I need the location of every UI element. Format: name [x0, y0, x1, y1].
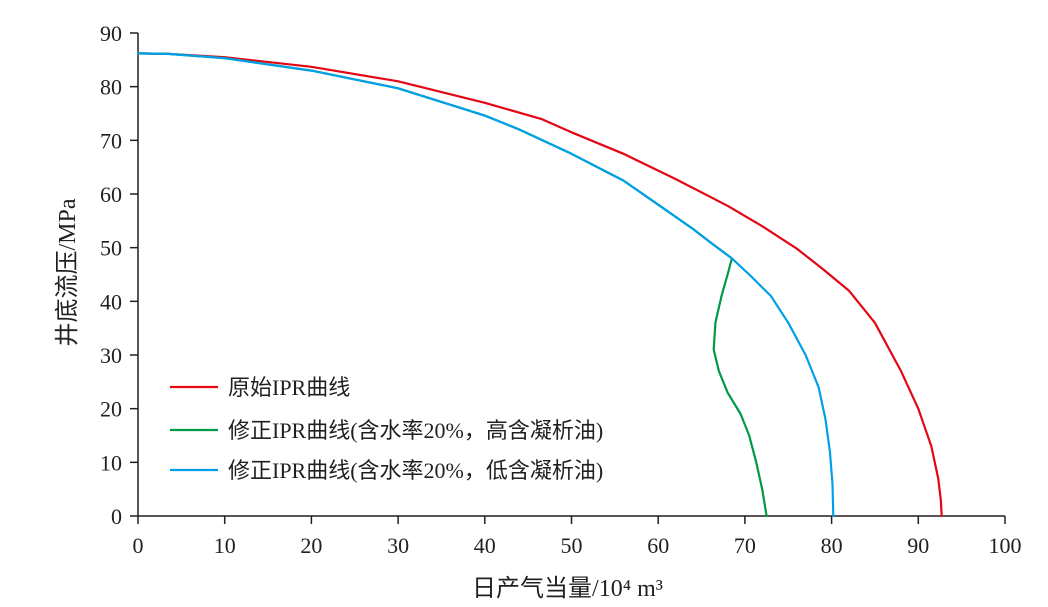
series-lines: [136, 52, 943, 518]
x-tick-label: 50: [561, 533, 583, 558]
y-axis-title: 井底流压/MPa: [54, 198, 81, 346]
y-tick-label: 70: [100, 128, 122, 153]
x-tick-label: 90: [907, 533, 929, 558]
x-tick-label: 40: [474, 533, 496, 558]
x-tick-label: 20: [300, 533, 322, 558]
y-tick-label: 40: [100, 289, 122, 314]
series-line-0: [136, 52, 943, 518]
series-line-1: [136, 52, 768, 518]
y-tick-label: 80: [100, 75, 122, 100]
x-tick-label: 60: [647, 533, 669, 558]
x-tick-label: 10: [214, 533, 236, 558]
x-axis-title: 日产气当量/10⁴ m³: [472, 575, 663, 602]
series-line-2: [136, 52, 835, 518]
x-tick-label: 100: [989, 533, 1022, 558]
y-tick-label: 10: [100, 450, 122, 475]
x-tick-label: 0: [133, 533, 144, 558]
x-tick-label: 80: [821, 533, 843, 558]
y-tick-label: 50: [100, 236, 122, 261]
y-tick-label: 90: [100, 21, 122, 46]
legend-label-2: 修正IPR曲线(含水率20%，低含凝析油): [228, 458, 603, 483]
legend-label-1: 修正IPR曲线(含水率20%，高含凝析油): [228, 418, 603, 443]
y-tick-label: 60: [100, 182, 122, 207]
y-tick-label: 0: [111, 504, 122, 529]
y-tick-label: 20: [100, 397, 122, 422]
legend-label-0: 原始IPR曲线: [228, 375, 350, 400]
axes: 0 10 20 30 40 50 60 70 80 90 0 10 20 30 40 50 60 70 80 90 10…: [100, 21, 1022, 558]
y-tick-label: 30: [100, 343, 122, 368]
x-tick-label: 70: [734, 533, 756, 558]
x-tick-label: 30: [387, 533, 409, 558]
